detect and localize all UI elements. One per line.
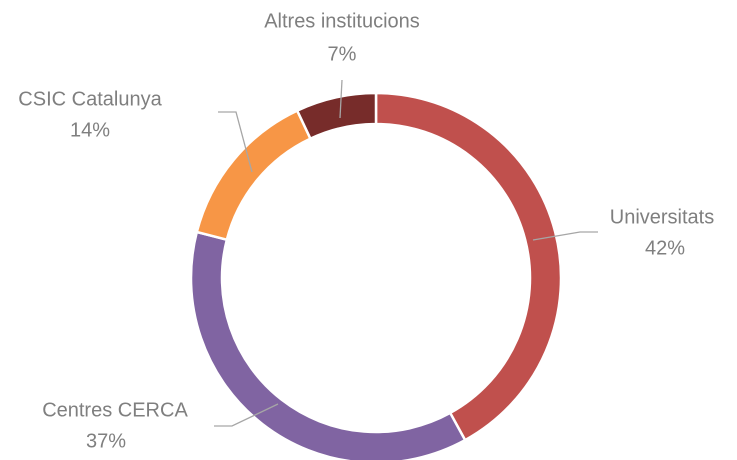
donut-segment bbox=[295, 91, 378, 141]
leader-line bbox=[218, 111, 253, 173]
leader-line bbox=[532, 231, 598, 241]
leader-line bbox=[214, 403, 279, 427]
value-label: 7% bbox=[328, 43, 357, 65]
value-label: 14% bbox=[70, 119, 110, 141]
leader-line bbox=[339, 79, 343, 119]
category-label: Centres CERCA bbox=[42, 399, 188, 421]
value-label: 37% bbox=[86, 430, 126, 452]
category-label: Altres institucions bbox=[264, 10, 420, 32]
donut-segment bbox=[195, 108, 313, 242]
category-label: Universitats bbox=[610, 206, 714, 228]
category-label: CSIC Catalunya bbox=[18, 88, 162, 110]
donut-segment bbox=[374, 91, 563, 442]
value-label: 42% bbox=[645, 237, 685, 259]
